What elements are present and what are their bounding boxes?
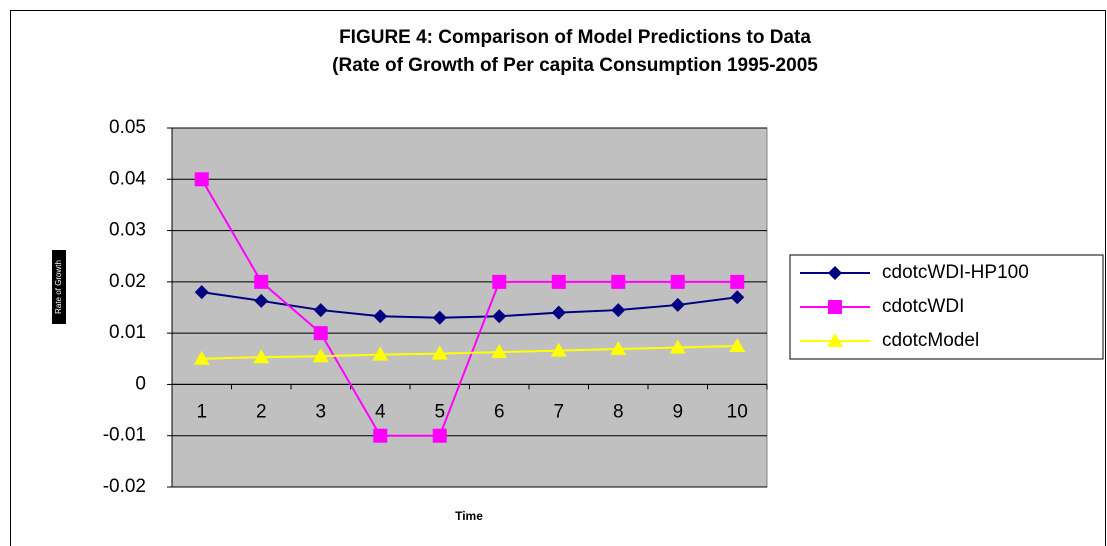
data-point — [730, 274, 745, 289]
data-point — [492, 309, 507, 324]
x-tick-label: 4 — [375, 401, 386, 422]
x-tick-label: 6 — [494, 401, 505, 422]
x-tick-label: 1 — [196, 401, 207, 422]
plot-area — [171, 127, 768, 488]
data-point — [729, 337, 746, 352]
y-tick-label: -0.01 — [103, 425, 146, 446]
x-tick-label: 5 — [434, 401, 445, 422]
data-point — [730, 290, 745, 305]
chart-subtitle: (Rate of Growth of Per capita Consumptio… — [332, 55, 818, 76]
y-tick-label: 0.05 — [109, 117, 146, 138]
y-tick-label: 0.04 — [109, 168, 146, 189]
data-point — [372, 346, 389, 361]
data-point — [669, 339, 686, 354]
y-axis-title: Rate of Growth — [54, 260, 63, 314]
data-point — [312, 348, 329, 363]
y-tick-label: 0.03 — [109, 220, 146, 241]
data-point — [373, 309, 388, 324]
data-point — [492, 274, 507, 289]
x-tick-label: 10 — [727, 401, 748, 422]
data-point — [194, 285, 209, 300]
legend-marker — [828, 300, 842, 314]
data-point — [194, 172, 209, 187]
data-point — [431, 345, 448, 360]
data-point — [611, 303, 626, 318]
y-tick-label: 0.02 — [109, 271, 146, 292]
legend-marker — [827, 333, 843, 347]
data-point — [253, 349, 270, 364]
x-tick-label: 2 — [256, 401, 267, 422]
x-axis-title: Time — [455, 509, 483, 523]
data-point — [432, 310, 447, 325]
y-tick-label: -0.02 — [103, 476, 146, 497]
data-point — [551, 305, 566, 320]
data-point — [313, 326, 328, 341]
chart-title: FIGURE 4: Comparison of Model Prediction… — [339, 27, 811, 48]
data-point — [373, 428, 388, 443]
data-point — [254, 274, 269, 289]
data-point — [254, 293, 269, 308]
data-point — [432, 428, 447, 443]
series-line — [201, 344, 738, 360]
y-axis-title-box — [52, 250, 66, 324]
series-line — [200, 178, 738, 437]
legend-label: cdotcWDI-HP100 — [882, 262, 1029, 283]
data-point — [550, 342, 567, 357]
data-point — [670, 297, 685, 312]
x-tick-label: 3 — [315, 401, 326, 422]
data-point — [611, 274, 626, 289]
data-point — [193, 350, 210, 365]
x-tick-label: 9 — [672, 401, 683, 422]
x-tick-label: 7 — [553, 401, 564, 422]
data-point — [610, 341, 627, 356]
data-point — [551, 274, 566, 289]
data-point — [491, 344, 508, 359]
series-line — [201, 291, 738, 319]
legend-label: cdotcWDI — [882, 296, 964, 317]
legend-marker — [828, 266, 842, 280]
legend-label: cdotcModel — [882, 330, 979, 351]
data-point — [670, 274, 685, 289]
data-point — [313, 303, 328, 318]
y-tick-label: 0 — [135, 373, 146, 394]
x-tick-label: 8 — [613, 401, 624, 422]
y-tick-label: 0.01 — [109, 322, 146, 343]
